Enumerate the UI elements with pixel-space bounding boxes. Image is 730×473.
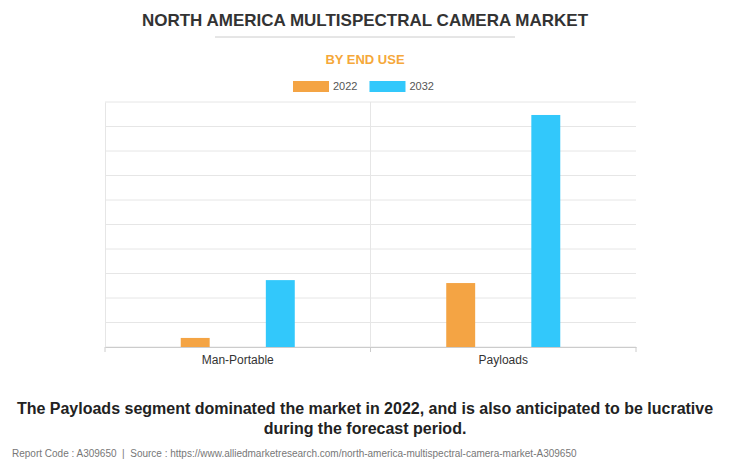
- title: NORTH AMERICA MULTISPECTRAL CAMERA MARKE…: [142, 11, 589, 30]
- x-tick-mark: [105, 347, 106, 352]
- bar: [266, 280, 295, 347]
- category-divider: [370, 102, 371, 347]
- legend-item: 2022: [293, 80, 357, 92]
- caption: The Payloads segment dominated the marke…: [17, 400, 713, 437]
- y-axis: [105, 103, 107, 348]
- title-rule: [215, 37, 515, 38]
- legend-swatch: [293, 81, 329, 92]
- y-axis-line: [105, 103, 106, 348]
- legend: 2022 2032: [293, 80, 434, 92]
- bar: [181, 338, 210, 347]
- grid: [105, 102, 636, 347]
- legend-swatch: [369, 81, 405, 92]
- legend-item: 2032: [369, 80, 433, 92]
- plot: Man-Portable Payloads: [105, 102, 637, 367]
- chart: NORTH AMERICA MULTISPECTRAL CAMERA MARKE…: [0, 0, 730, 473]
- legend-label: 2022: [333, 80, 357, 92]
- x-tick-label: Payloads: [479, 353, 528, 367]
- x-axis: Man-Portable Payloads: [106, 347, 637, 367]
- x-tick-mark: [636, 347, 637, 352]
- x-tick: Payloads: [479, 347, 528, 367]
- footer: Report Code : A309650 | Source : https:/…: [12, 448, 577, 459]
- bars: [181, 115, 561, 347]
- x-tick: Man-Portable: [202, 347, 274, 367]
- legend-label: 2032: [409, 80, 433, 92]
- bar: [531, 115, 560, 347]
- x-tick-mark: [370, 347, 371, 352]
- x-tick-label: Man-Portable: [202, 353, 274, 367]
- subtitle: BY END USE: [325, 52, 405, 67]
- bar: [446, 283, 475, 347]
